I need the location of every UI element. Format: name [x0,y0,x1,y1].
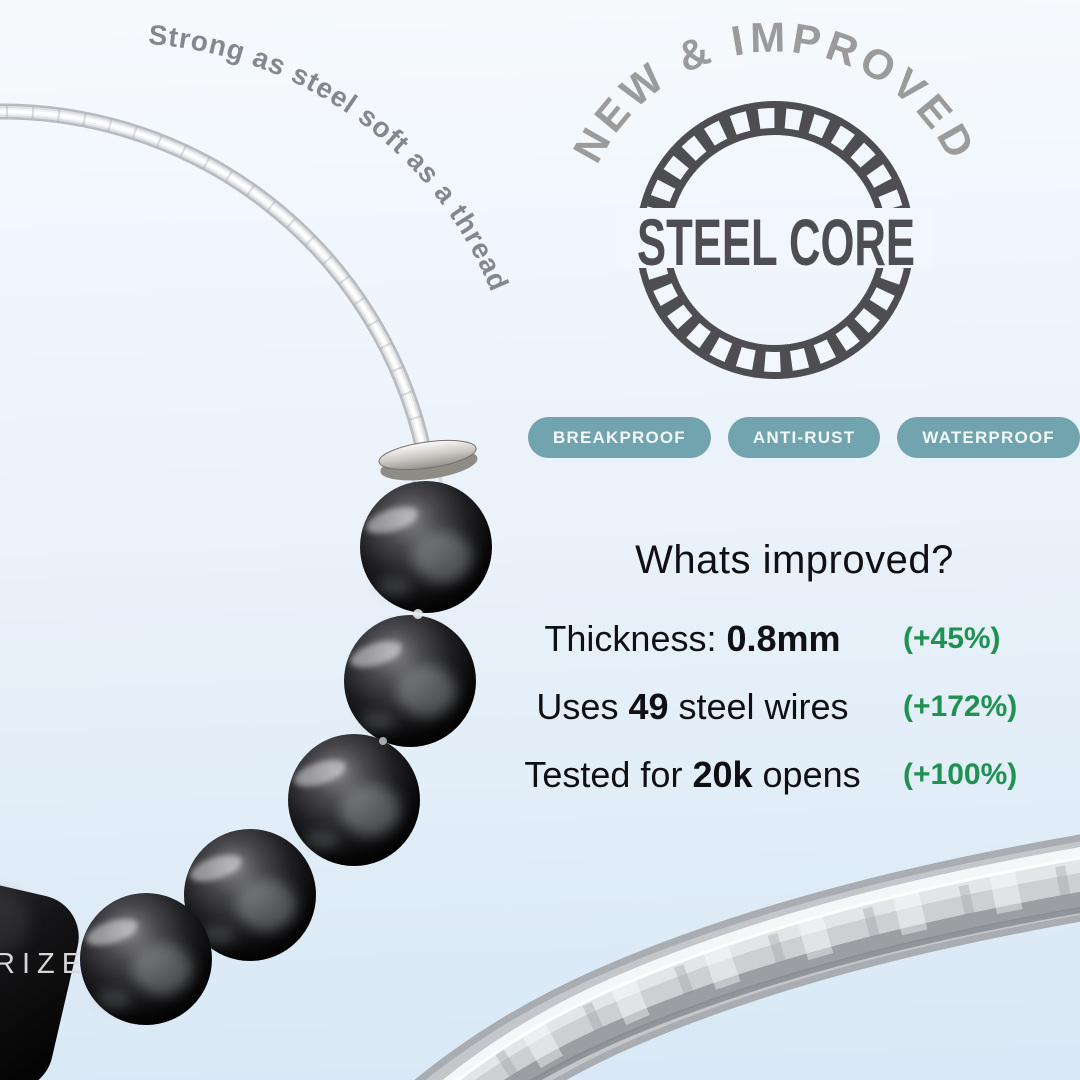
improvement-text: Uses 49 steel wires [500,673,885,741]
badge-title: STEEL CORE [637,205,915,279]
improvement-delta: (+100%) [903,758,1018,791]
improvement-prefix: Uses [536,686,629,727]
improvement-delta: (+172%) [903,690,1018,723]
feature-pills: BREAKPROOF ANTI-RUST WATERPROOF [528,417,1080,458]
improvement-delta: (+45%) [903,622,1001,655]
improvement-text: Thickness: 0.8mm [500,605,885,673]
improvement-value: 20k [692,754,753,795]
improvement-suffix: steel wires [668,686,849,727]
pill-label: ANTI-RUST [752,427,856,447]
bead [288,734,420,866]
improvement-prefix: Tested for [524,754,693,795]
pill-breakproof: BREAKPROOF [528,417,711,458]
pill-label: WATERPROOF [922,427,1055,447]
steel-cable-macro [398,846,1080,1080]
wire-glint [413,609,423,619]
metal-washer [378,439,478,481]
improvement-value: 49 [628,686,669,727]
pill-label: BREAKPROOF [553,427,686,447]
steel-core-badge: STEEL CORE NEW & IMPROVED [564,13,986,379]
bracelet-photo: RIZE [0,439,492,1080]
improvement-text: Tested for 20k opens [500,741,885,809]
clasp [0,874,79,1080]
improvements-heading: Whats improved? [635,538,954,582]
badge-title-band [618,208,932,268]
improvements-rows: Thickness: 0.8mm (+45%) Uses 49 steel wi… [500,605,1045,809]
thin-steel-wire [0,111,424,452]
pill-waterproof: WATERPROOF [897,417,1080,458]
bead [360,481,492,613]
wire-glint [379,737,387,745]
improvement-suffix: opens [752,754,861,795]
clasp-brand-text: RIZE [0,948,88,980]
improvement-prefix: Thickness: [544,618,727,659]
improvement-value: 0.8mm [726,618,841,659]
badge-arc-text: NEW & IMPROVED [564,13,986,170]
bead [80,893,212,1025]
improvements-section: Whats improved? Thickness: 0.8mm (+45%) … [500,538,1045,809]
bead [344,615,476,747]
pill-anti-rust: ANTI-RUST [727,417,881,458]
